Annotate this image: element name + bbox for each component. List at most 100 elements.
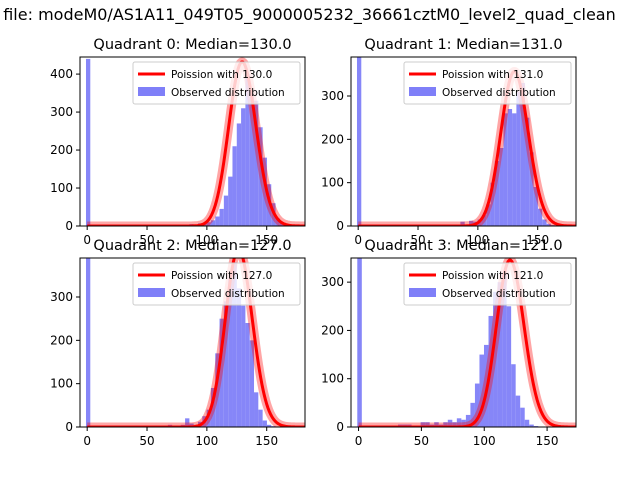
legend-box [132, 61, 301, 105]
histogram-bar [479, 354, 484, 427]
histogram-bar [275, 218, 280, 226]
axes-frame [79, 257, 306, 428]
x-tick-label: 150 [536, 434, 559, 448]
legend: Poission with 131.0 Observed distribution [403, 61, 572, 105]
legend: Poission with 121.0 Observed distribution [403, 262, 572, 306]
axes-frame [350, 257, 577, 428]
histogram-bar [245, 323, 250, 427]
x-tick-label: 150 [526, 233, 549, 247]
y-tick-label: 100 [321, 176, 344, 190]
histogram-bar [232, 146, 237, 226]
y-tick-label: 200 [50, 143, 73, 157]
legend-label-observed: Observed distribution [171, 288, 285, 300]
x-tick-label: 150 [255, 233, 278, 247]
histogram-bar [258, 127, 263, 226]
legend: Poission with 130.0 Observed distribution [132, 61, 301, 105]
histogram-bar [262, 157, 267, 226]
histogram-bar [511, 364, 516, 427]
histogram-bar [254, 100, 259, 226]
quadrant-3-chart: 0 50 100 150 0 100 200 300 Quadrant 3: Median=12… [321, 238, 577, 448]
histogram-bar [447, 419, 453, 427]
histogram-bar [236, 123, 242, 226]
y-tick-label: 300 [50, 105, 73, 119]
histogram-bar [223, 195, 229, 226]
histogram-bar [223, 301, 229, 427]
histogram-bar [474, 383, 480, 427]
legend-label-fit: Poission with 127.0 [171, 270, 272, 282]
histogram-bar [461, 419, 466, 427]
histogram-bar [460, 221, 465, 226]
histogram-bar [512, 113, 517, 226]
histogram-bar [499, 148, 504, 226]
histogram-bar [356, 57, 362, 226]
histogram-bar [262, 420, 267, 427]
poisson-fit-line [86, 258, 305, 427]
y-tick-label: 0 [336, 420, 344, 434]
histogram-bar [443, 422, 448, 427]
histogram-bar [241, 108, 246, 226]
y-tick-label: 0 [336, 219, 344, 233]
histogram-bar [249, 96, 255, 226]
quadrant-2-chart: 0 50 100 150 0 100 200 300 Quadrant 2: Median=12… [50, 238, 306, 448]
histogram-bar [524, 419, 530, 427]
legend-patch-marker [409, 87, 436, 96]
chart-title: Quadrant 2: Median=127.0 [93, 238, 291, 254]
chart-title: Quadrant 1: Median=131.0 [364, 37, 562, 53]
histogram-bar [185, 418, 190, 427]
histogram-bar [486, 204, 491, 226]
x-tick-label: 50 [410, 233, 425, 247]
histogram-bar [520, 83, 526, 226]
y-tick-label: 100 [50, 181, 73, 195]
chart-title: Quadrant 3: Median=121.0 [364, 238, 562, 254]
histogram-bar [533, 187, 538, 226]
x-tick-label: 100 [473, 434, 496, 448]
histogram-bar [537, 208, 543, 226]
quadrant-1-chart: 0 50 100 150 0 100 200 300 Quadrant 1: Median=13… [321, 37, 577, 247]
histogram-bar [520, 407, 525, 427]
histogram-bar [516, 91, 521, 226]
histogram-bar [420, 422, 426, 427]
histogram-bar [493, 291, 498, 427]
y-tick-label: 100 [50, 377, 73, 391]
histogram-bar [494, 161, 500, 226]
histogram-bar [85, 58, 91, 226]
y-tick-label: 200 [50, 333, 73, 347]
histogram-bar [542, 219, 547, 226]
x-tick-label: 100 [195, 233, 218, 247]
histogram-bar [470, 402, 475, 427]
quadrant-0-chart: 0 50 100 150 0 100 200 300 400 Quadrant 0: Median… [50, 37, 306, 247]
histogram-bar [228, 279, 233, 427]
legend-label-observed: Observed distribution [442, 87, 556, 99]
legend-patch-marker [138, 288, 165, 297]
y-tick-label: 200 [321, 323, 344, 337]
x-tick-label: 50 [139, 233, 154, 247]
legend-label-fit: Poission with 131.0 [442, 69, 543, 81]
y-tick-label: 100 [321, 372, 344, 386]
histogram-bar [228, 176, 233, 226]
figure-title: n file: modeM0/AS1A11_049T05_9000005232_… [0, 5, 640, 29]
histogram-bar [503, 113, 508, 226]
legend-box [403, 61, 572, 105]
x-tick-label: 100 [466, 233, 489, 247]
quadrant-2-plot-area [83, 258, 305, 427]
y-tick-label: 400 [50, 67, 73, 81]
histogram-bar [525, 117, 530, 226]
axes-frame [350, 56, 577, 227]
x-tick-label: 150 [255, 434, 278, 448]
histogram-bar [258, 409, 263, 427]
histogram-bar [456, 418, 462, 427]
histogram-bar [215, 353, 220, 427]
histogram-bar [425, 422, 430, 427]
y-tick-label: 0 [65, 219, 73, 233]
x-tick-label: 0 [354, 233, 362, 247]
legend-patch-marker [138, 87, 165, 96]
histogram-bar [469, 220, 474, 226]
y-tick-label: 300 [321, 89, 344, 103]
x-tick-label: 0 [83, 434, 91, 448]
chart-title: Quadrant 0: Median=130.0 [93, 37, 291, 53]
histogram-bar [219, 318, 224, 427]
histogram-bar [241, 305, 246, 427]
histogram-bar [266, 424, 272, 427]
y-tick-label: 300 [50, 290, 73, 304]
axes-frame [79, 56, 306, 227]
